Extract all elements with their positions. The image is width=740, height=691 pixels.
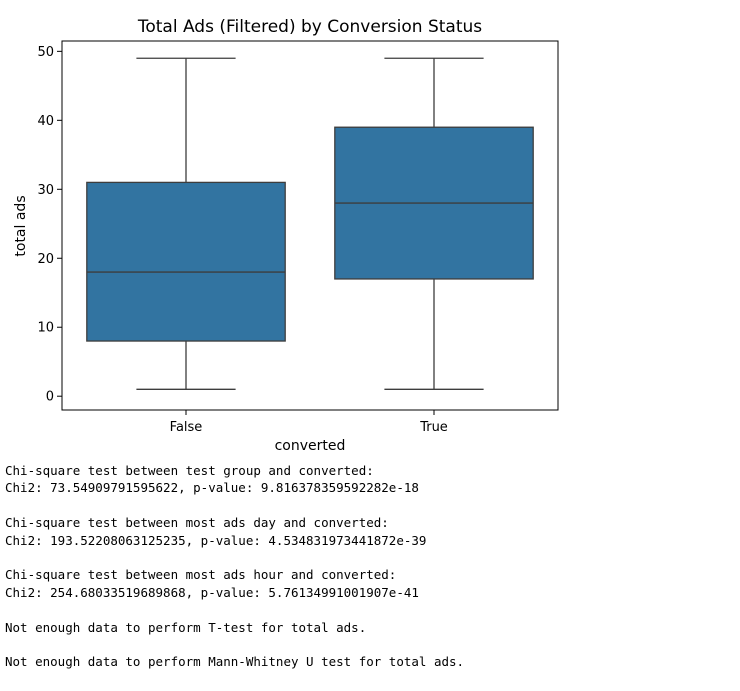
chart-title: Total Ads (Filtered) by Conversion Statu… — [137, 17, 482, 37]
plot-marks — [86, 57, 534, 390]
output-line: Not enough data to perform Mann-Whitney … — [5, 654, 465, 670]
x-tick-label: False — [170, 420, 203, 435]
y-tick-label: 0 — [46, 390, 54, 405]
output-line: Chi2: 193.52208063125235, p-value: 4.534… — [5, 532, 427, 548]
box-0 — [86, 57, 286, 390]
plot-frame — [61, 40, 559, 411]
y-tick-label: 40 — [37, 114, 54, 129]
console-output: Chi-square test between test group and c… — [5, 462, 464, 671]
output-line: Chi-square test between most ads hour an… — [5, 567, 397, 583]
y-tick-label: 20 — [37, 252, 54, 267]
box-plot-chart: Total Ads (Filtered) by Conversion Statu… — [13, 17, 559, 454]
output-blank-line — [5, 601, 464, 618]
output-line: Chi-square test between test group and c… — [5, 463, 374, 478]
y-axis: 0 10 20 30 40 50 — [37, 45, 62, 405]
x-axis-label: converted — [275, 438, 346, 454]
x-axis: False True — [170, 410, 448, 435]
box-1 — [334, 57, 534, 390]
y-tick-label: 30 — [37, 183, 54, 198]
output-blank-line — [5, 636, 464, 653]
y-tick-label: 50 — [37, 45, 54, 60]
y-axis-label: total ads — [13, 195, 29, 256]
output-line: Chi2: 254.68033519689868, p-value: 5.761… — [5, 584, 419, 600]
x-tick-label: True — [419, 420, 448, 435]
iqr-box — [86, 181, 286, 342]
output-line: Chi-square test between most ads day and… — [5, 515, 389, 531]
output-line: Not enough data to perform T-test for to… — [5, 619, 367, 635]
output-blank-line — [5, 549, 464, 566]
output-line: Chi2: 73.54909791595622, p-value: 9.8163… — [5, 480, 419, 496]
y-tick-label: 10 — [37, 321, 54, 336]
output-blank-line — [5, 497, 464, 514]
